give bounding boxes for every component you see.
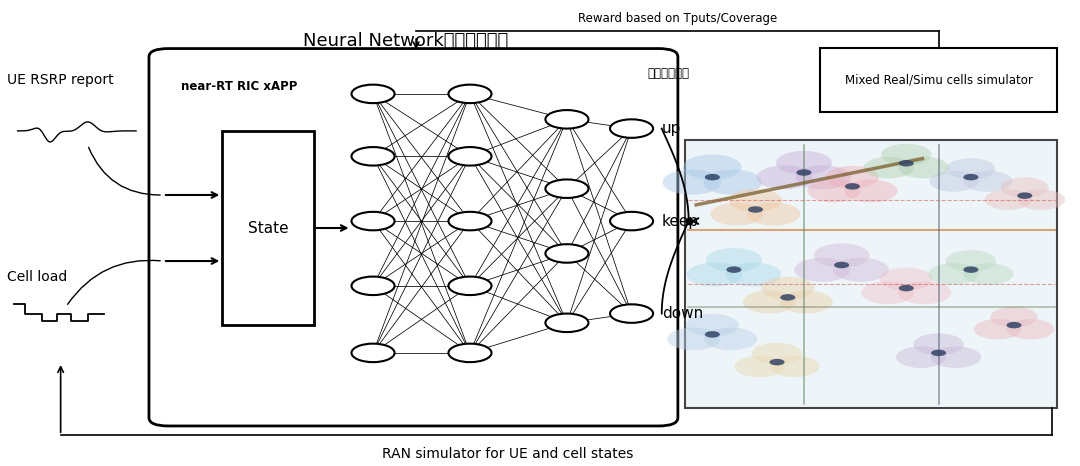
Circle shape	[928, 263, 978, 285]
Circle shape	[990, 307, 1038, 327]
Circle shape	[448, 277, 491, 295]
Circle shape	[448, 147, 491, 165]
Circle shape	[794, 258, 850, 282]
Text: 切换门限调整: 切换门限调整	[648, 67, 690, 80]
Circle shape	[610, 119, 653, 138]
Circle shape	[963, 263, 1013, 285]
Circle shape	[448, 85, 491, 103]
Bar	[686, 140, 1057, 408]
Circle shape	[861, 281, 915, 304]
Circle shape	[899, 157, 949, 178]
Circle shape	[705, 331, 720, 338]
Circle shape	[610, 304, 653, 323]
Circle shape	[726, 262, 781, 287]
Bar	[820, 48, 1057, 112]
Circle shape	[914, 333, 963, 355]
Circle shape	[833, 258, 889, 282]
Circle shape	[662, 170, 721, 195]
Circle shape	[864, 157, 914, 178]
Circle shape	[931, 350, 946, 356]
Circle shape	[879, 267, 933, 290]
Circle shape	[545, 314, 589, 332]
Circle shape	[1017, 192, 1032, 199]
Text: up: up	[662, 121, 681, 136]
Circle shape	[687, 262, 743, 287]
Circle shape	[845, 179, 897, 202]
Text: near-RT RIC xAPP: near-RT RIC xAPP	[181, 81, 298, 94]
Text: Mixed Real/Simu cells simulator: Mixed Real/Simu cells simulator	[845, 74, 1032, 87]
Circle shape	[761, 277, 814, 300]
Circle shape	[963, 267, 978, 273]
Circle shape	[610, 212, 653, 230]
Circle shape	[780, 294, 795, 301]
Circle shape	[899, 281, 951, 304]
Circle shape	[834, 262, 849, 268]
Circle shape	[545, 179, 589, 198]
Circle shape	[545, 244, 589, 263]
Circle shape	[756, 165, 812, 189]
Circle shape	[1001, 177, 1049, 198]
Circle shape	[545, 110, 589, 129]
Text: State: State	[247, 220, 288, 235]
Circle shape	[711, 203, 764, 226]
Circle shape	[845, 183, 860, 190]
Circle shape	[703, 170, 762, 195]
Circle shape	[985, 190, 1032, 210]
Circle shape	[826, 166, 879, 189]
Circle shape	[780, 290, 833, 313]
Circle shape	[743, 290, 796, 313]
Text: down: down	[662, 306, 703, 321]
Circle shape	[705, 174, 720, 180]
Circle shape	[667, 328, 720, 350]
Circle shape	[686, 314, 739, 336]
Text: UE RSRP report: UE RSRP report	[6, 73, 113, 87]
Circle shape	[704, 328, 757, 350]
Circle shape	[748, 206, 762, 213]
Circle shape	[1017, 190, 1065, 210]
Circle shape	[974, 319, 1022, 339]
Text: keep: keep	[662, 213, 699, 229]
Circle shape	[930, 171, 978, 192]
Text: Neural Network（神经网络）: Neural Network（神经网络）	[302, 32, 508, 50]
Circle shape	[729, 189, 782, 212]
Circle shape	[899, 285, 914, 291]
Circle shape	[351, 212, 394, 230]
Text: Reward based on Tputs/Coverage: Reward based on Tputs/Coverage	[578, 12, 777, 25]
Circle shape	[747, 203, 800, 226]
Circle shape	[769, 356, 820, 377]
Circle shape	[683, 154, 742, 180]
Circle shape	[881, 144, 931, 165]
Circle shape	[727, 267, 742, 273]
FancyBboxPatch shape	[149, 48, 678, 426]
Circle shape	[706, 248, 761, 272]
Circle shape	[896, 346, 946, 368]
Circle shape	[795, 165, 851, 189]
Circle shape	[899, 160, 914, 166]
Circle shape	[448, 343, 491, 362]
Circle shape	[775, 151, 832, 175]
Circle shape	[1007, 319, 1054, 339]
Circle shape	[1007, 322, 1022, 329]
Circle shape	[769, 359, 784, 365]
Circle shape	[351, 85, 394, 103]
Circle shape	[351, 277, 394, 295]
Circle shape	[813, 243, 869, 267]
Text: RAN simulator for UE and cell states: RAN simulator for UE and cell states	[382, 447, 633, 461]
Circle shape	[796, 169, 811, 176]
Circle shape	[946, 158, 996, 179]
Circle shape	[752, 343, 802, 364]
Circle shape	[448, 212, 491, 230]
Text: Cell load: Cell load	[6, 269, 67, 284]
Circle shape	[931, 346, 982, 368]
Circle shape	[734, 356, 785, 377]
Circle shape	[351, 343, 394, 362]
Circle shape	[963, 174, 978, 180]
Circle shape	[351, 147, 394, 165]
Circle shape	[808, 179, 861, 202]
Circle shape	[963, 171, 1012, 192]
Circle shape	[946, 250, 996, 272]
Bar	[222, 131, 314, 325]
